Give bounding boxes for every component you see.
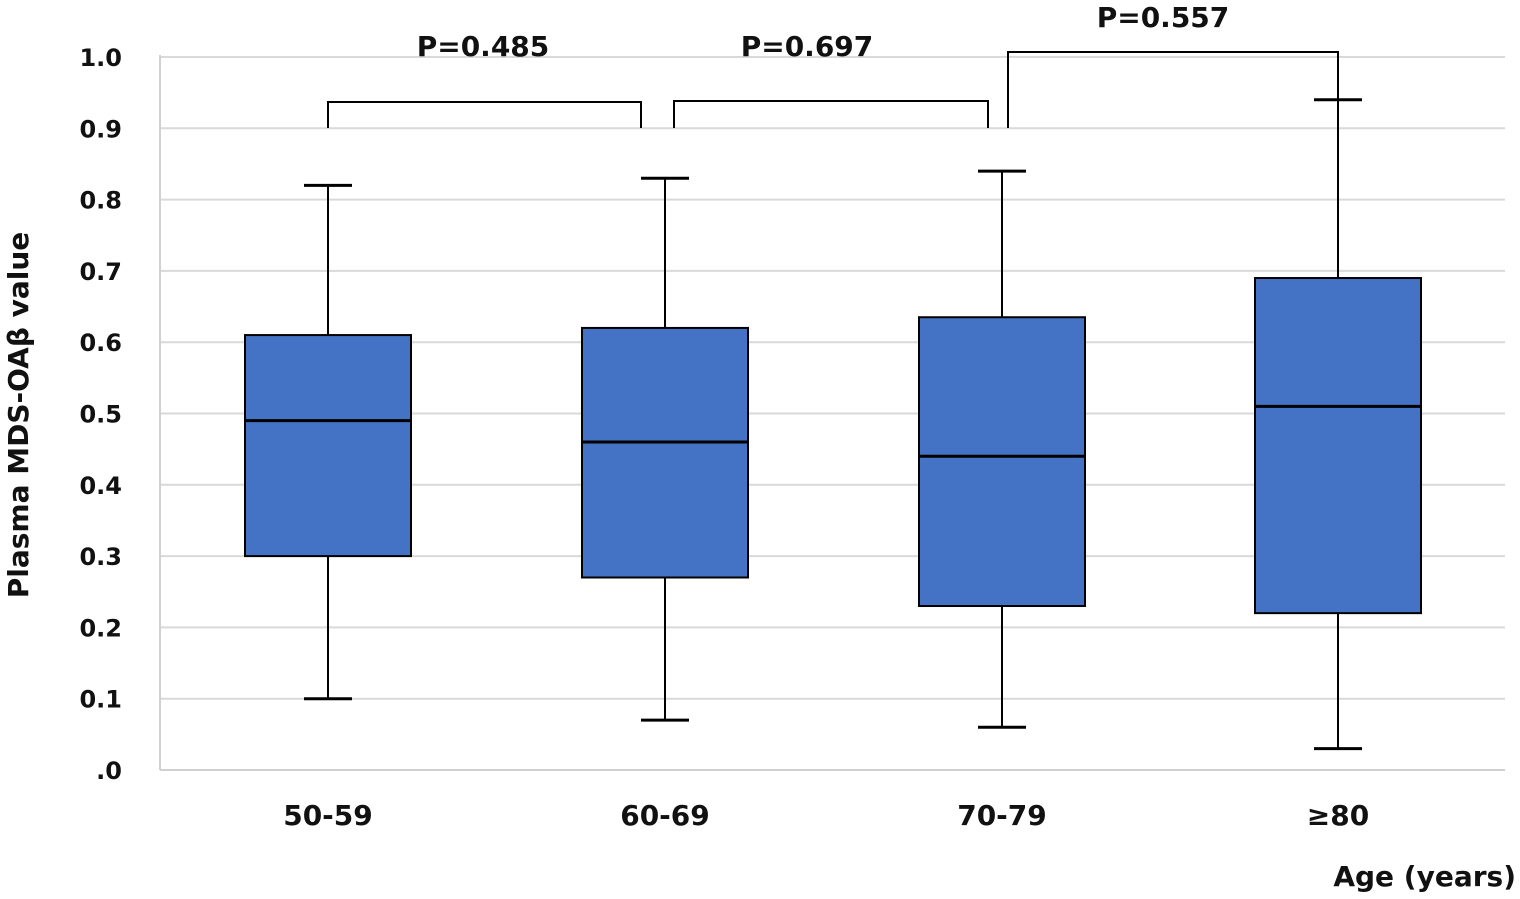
iqr-box — [581, 326, 749, 579]
p-value-label: P=0.485 — [417, 30, 550, 63]
p-value-label: P=0.697 — [741, 30, 874, 63]
x-tick-label: 60-69 — [620, 799, 710, 832]
y-tick-label: 0.9 — [79, 115, 122, 143]
x-tick-label: ≥80 — [1307, 799, 1369, 832]
iqr-box — [1254, 277, 1422, 615]
y-tick-label: 0.2 — [79, 614, 122, 642]
significance-bracket — [327, 101, 642, 128]
y-tick-label: 1.0 — [79, 44, 122, 72]
y-tick-label: 0.8 — [79, 187, 122, 215]
iqr-box — [918, 316, 1086, 608]
y-tick-label: 0.4 — [79, 472, 122, 500]
p-value-label: P=0.557 — [1097, 1, 1230, 34]
box-group — [244, 183, 412, 701]
y-tick-label: 0.5 — [79, 401, 122, 429]
y-axis-title: Plasma MDS-OAβ value — [2, 232, 35, 599]
y-tick-label: 0.6 — [79, 329, 122, 357]
y-tick-label: 0.1 — [79, 686, 122, 714]
significance-brackets: P=0.485 P=0.697 P=0.557 — [327, 1, 1339, 128]
iqr-box — [244, 334, 412, 558]
box-group — [581, 176, 749, 722]
box-group — [1254, 98, 1422, 751]
significance-bracket — [673, 100, 989, 128]
y-tick-label: 0.3 — [79, 543, 122, 571]
box-group — [918, 169, 1086, 729]
y-tick-label: 0.7 — [79, 258, 122, 286]
y-tick-label: .0 — [96, 757, 122, 785]
x-tick-label: 50-59 — [283, 799, 373, 832]
y-tick-labels: .0 0.1 0.2 0.3 0.4 0.5 0.6 0.7 0.8 0.9 1.0 — [79, 44, 122, 785]
boxes — [244, 98, 1422, 751]
significance-bracket — [1007, 51, 1339, 128]
x-tick-label: 70-79 — [957, 799, 1047, 832]
x-axis-title: Age (years) — [1333, 860, 1516, 893]
x-tick-labels: 50-59 60-69 70-79 ≥80 — [283, 799, 1369, 832]
